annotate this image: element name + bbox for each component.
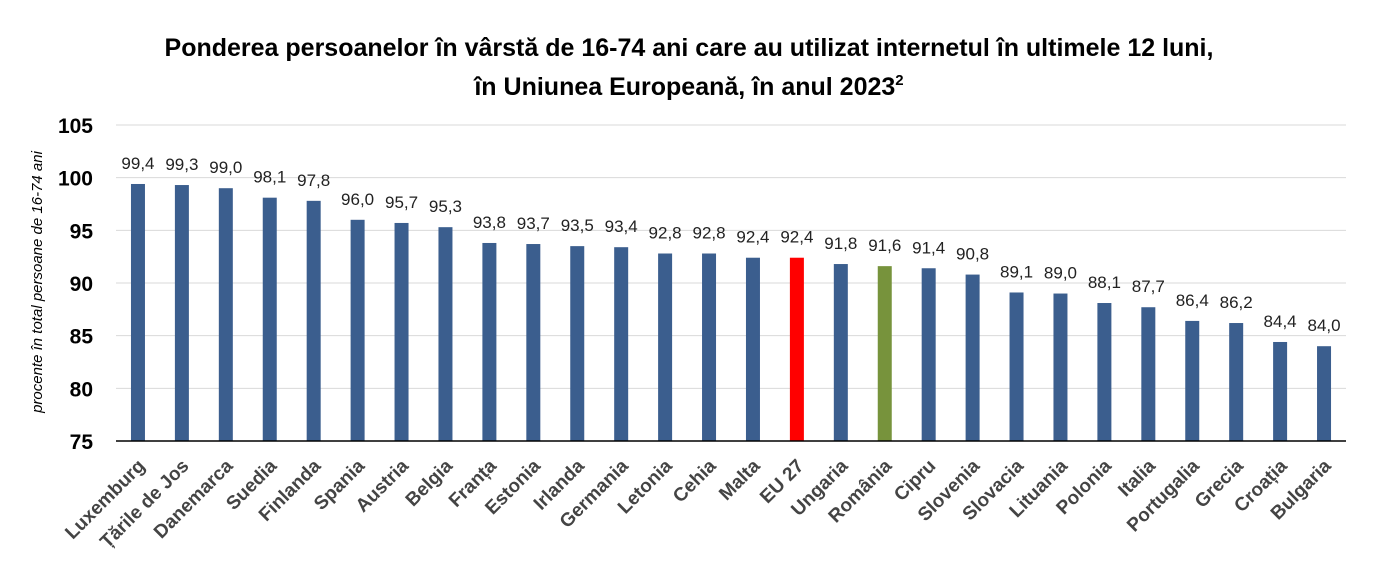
bar — [218, 188, 233, 441]
bar — [174, 185, 189, 441]
y-tick-label: 105 — [58, 115, 93, 138]
bar — [1053, 293, 1068, 441]
chart-subtitle-text: în Uniunea Europeană, în anul 2023 — [474, 73, 896, 101]
chart-title: Ponderea persoanelor în vârstă de 16-74 … — [164, 34, 1214, 62]
bar — [526, 244, 541, 441]
bar-value-label: 99,0 — [209, 158, 242, 177]
bar-value-label: 93,7 — [517, 214, 550, 233]
bar — [1273, 341, 1288, 441]
bar — [262, 197, 277, 441]
bar-value-label: 95,3 — [429, 197, 462, 216]
bar — [745, 257, 760, 441]
bar-value-label: 92,8 — [692, 224, 725, 243]
grid-lines — [116, 124, 1346, 389]
bar — [877, 266, 892, 441]
chart-subtitle: în Uniunea Europeană, în anul 20232 — [0, 72, 1378, 102]
bars — [130, 183, 1332, 441]
bar-value-label: 93,5 — [561, 216, 594, 235]
bar-value-label: 84,0 — [1307, 316, 1340, 335]
bar-value-label: 97,8 — [297, 171, 330, 190]
value-labels: 99,4 99,3 99,0 98,1 97,8 96,0 95,7 95,3 93,8 93,7… — [121, 154, 1340, 335]
bar — [614, 247, 629, 441]
bar-value-label: 93,8 — [473, 213, 506, 232]
bar-value-label: 96,0 — [341, 190, 374, 209]
bar — [438, 227, 453, 441]
bar — [1009, 292, 1024, 441]
y-tick-label: 80 — [70, 378, 93, 401]
bar-value-label: 87,7 — [1132, 277, 1165, 296]
bar — [1185, 320, 1200, 441]
chart-subtitle-note: 2 — [895, 72, 904, 89]
bar — [1141, 307, 1156, 441]
bar-value-label: 95,7 — [385, 193, 418, 212]
bar — [1317, 346, 1332, 441]
y-tick-label: 75 — [70, 431, 94, 454]
bar-value-label: 84,4 — [1264, 312, 1297, 331]
bar — [130, 183, 145, 441]
bar — [1097, 303, 1112, 441]
x-tick-label: Malta — [715, 455, 764, 504]
bar — [702, 253, 717, 441]
bar — [482, 242, 497, 441]
bar — [350, 219, 365, 441]
bar — [570, 246, 585, 441]
bar-value-label: 92,4 — [780, 228, 813, 247]
bar — [833, 264, 848, 441]
y-axis-ticks: 75 80 85 90 95 100 105 — [58, 115, 93, 454]
bar — [658, 253, 673, 441]
bar-value-label: 99,3 — [165, 155, 198, 174]
y-tick-label: 95 — [70, 220, 94, 243]
bar — [965, 274, 980, 441]
bar-value-label: 91,6 — [868, 236, 901, 255]
bar-value-label: 89,1 — [1000, 262, 1033, 281]
bar-value-label: 92,8 — [649, 224, 682, 243]
bar-value-label: 86,4 — [1176, 291, 1209, 310]
y-tick-label: 90 — [70, 273, 93, 296]
x-tick-label: Cehia — [669, 455, 721, 507]
bar-value-label: 91,8 — [824, 234, 857, 253]
bar-value-label: 92,4 — [736, 228, 769, 247]
bar-value-label: 90,8 — [956, 245, 989, 264]
bar-value-label: 91,4 — [912, 238, 945, 257]
y-tick-label: 85 — [70, 326, 94, 349]
bar — [394, 222, 409, 441]
y-axis-label: procente în total persoane de 16-74 ani — [29, 150, 46, 414]
bar — [789, 257, 804, 441]
x-tick-label: Belgia — [402, 455, 457, 510]
bar-value-label: 86,2 — [1220, 293, 1253, 312]
bar-value-label: 98,1 — [253, 168, 286, 187]
bar-value-label: 99,4 — [121, 154, 154, 173]
bar-value-label: 88,1 — [1088, 273, 1121, 292]
bar-value-label: 89,0 — [1044, 264, 1077, 283]
bar — [921, 268, 936, 441]
y-tick-label: 100 — [58, 168, 93, 191]
bar-value-label: 93,4 — [605, 217, 638, 236]
bar — [306, 200, 321, 441]
bar — [1229, 323, 1244, 441]
